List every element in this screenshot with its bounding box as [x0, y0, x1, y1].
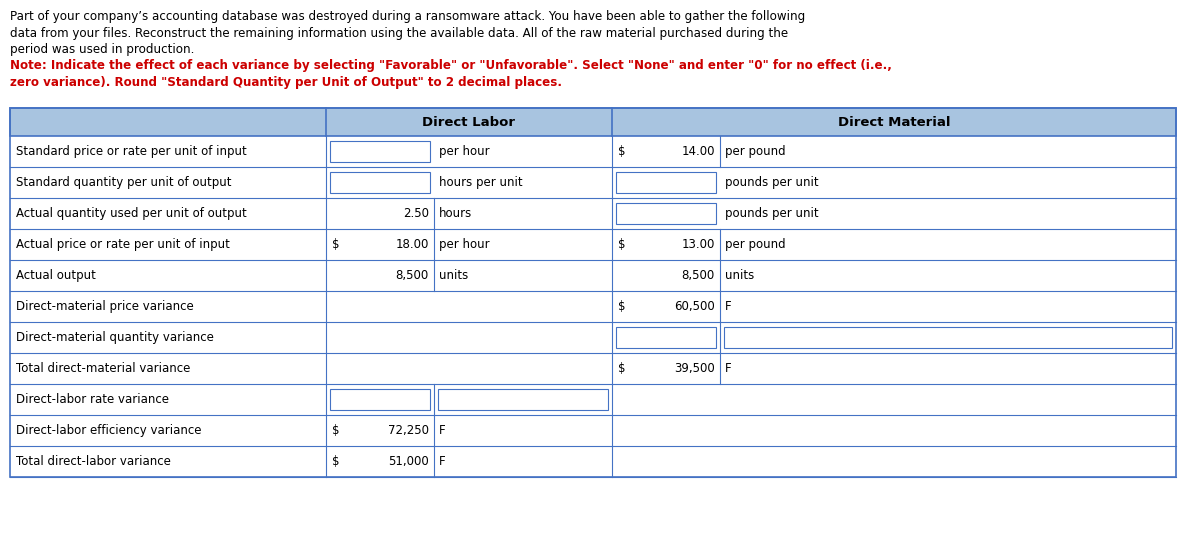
Text: $: $ [332, 455, 339, 468]
Text: period was used in production.: period was used in production. [9, 43, 195, 56]
Text: Actual quantity used per unit of output: Actual quantity used per unit of output [15, 207, 247, 220]
Text: pounds per unit: pounds per unit [725, 207, 818, 220]
Text: Standard price or rate per unit of input: Standard price or rate per unit of input [15, 145, 247, 158]
Text: 39,500: 39,500 [675, 362, 715, 375]
Text: Total direct-labor variance: Total direct-labor variance [15, 455, 171, 468]
Text: Direct-labor rate variance: Direct-labor rate variance [15, 393, 168, 406]
Text: Direct Labor: Direct Labor [422, 116, 516, 128]
Text: 2.50: 2.50 [403, 207, 429, 220]
Text: per hour: per hour [439, 145, 490, 158]
Text: F: F [439, 455, 446, 468]
Text: hours per unit: hours per unit [439, 176, 523, 189]
Text: per pound: per pound [725, 145, 785, 158]
Bar [9, 108, 1177, 477]
Text: 18.00: 18.00 [396, 238, 429, 251]
Bar [9, 108, 1177, 136]
Text: Direct-material quantity variance: Direct-material quantity variance [15, 331, 213, 344]
Text: Direct-material price variance: Direct-material price variance [15, 300, 193, 313]
Text: data from your files. Reconstruct the remaining information using the available : data from your files. Reconstruct the re… [9, 26, 789, 39]
Text: 8,500: 8,500 [396, 269, 429, 282]
Bar [330, 390, 431, 409]
Bar [616, 203, 716, 224]
Text: Actual output: Actual output [15, 269, 96, 282]
Text: 13.00: 13.00 [682, 238, 715, 251]
Text: 60,500: 60,500 [675, 300, 715, 313]
Text: Direct-labor efficiency variance: Direct-labor efficiency variance [15, 424, 202, 437]
Text: per pound: per pound [725, 238, 785, 251]
Text: Standard quantity per unit of output: Standard quantity per unit of output [15, 176, 231, 189]
Text: hours: hours [439, 207, 472, 220]
Text: per hour: per hour [439, 238, 490, 251]
Text: units: units [439, 269, 468, 282]
Text: Part of your company’s accounting database was destroyed during a ransomware att: Part of your company’s accounting databa… [9, 10, 805, 23]
Text: Actual price or rate per unit of input: Actual price or rate per unit of input [15, 238, 230, 251]
Text: $: $ [618, 300, 625, 313]
Text: 8,500: 8,500 [682, 269, 715, 282]
Text: 51,000: 51,000 [388, 455, 429, 468]
Bar [616, 327, 716, 347]
Bar [330, 173, 431, 192]
Text: F: F [725, 362, 732, 375]
Bar [330, 141, 431, 162]
Text: $: $ [332, 424, 339, 437]
Text: $: $ [618, 362, 625, 375]
Bar [616, 173, 716, 192]
Text: $: $ [618, 145, 625, 158]
Text: $: $ [332, 238, 339, 251]
Text: zero variance). Round "Standard Quantity per Unit of Output" to 2 decimal places: zero variance). Round "Standard Quantity… [9, 76, 562, 89]
Bar [438, 390, 608, 409]
Text: pounds per unit: pounds per unit [725, 176, 818, 189]
Text: Total direct-material variance: Total direct-material variance [15, 362, 191, 375]
Bar [723, 327, 1172, 347]
Text: units: units [725, 269, 754, 282]
Text: Note: Indicate the effect of each variance by selecting "Favorable" or "Unfavora: Note: Indicate the effect of each varian… [9, 60, 892, 72]
Text: F: F [439, 424, 446, 437]
Text: $: $ [618, 238, 625, 251]
Text: 72,250: 72,250 [388, 424, 429, 437]
Text: F: F [725, 300, 732, 313]
Text: 14.00: 14.00 [682, 145, 715, 158]
Text: Direct Material: Direct Material [837, 116, 950, 128]
